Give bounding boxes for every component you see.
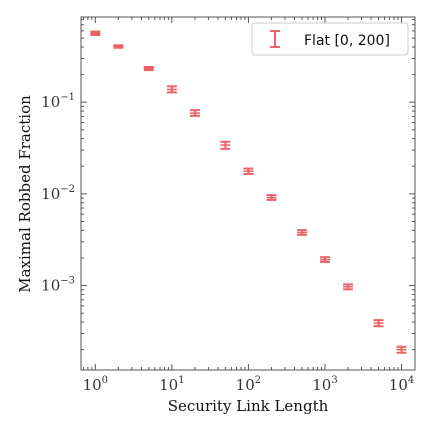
x-tick-label: 103 <box>312 375 337 394</box>
errorbar-point <box>266 194 277 201</box>
x-axis-label: Security Link Length <box>168 397 329 415</box>
errorbar-point <box>343 283 354 291</box>
legend: Flat [0, 200] <box>251 22 409 56</box>
x-tick-label: 104 <box>389 375 414 394</box>
errorbar-point <box>319 256 330 263</box>
x-tick-label: 102 <box>236 375 261 394</box>
legend-label: Flat [0, 200] <box>304 33 390 49</box>
errorbar-point <box>189 109 200 117</box>
errorbar-point <box>296 229 307 236</box>
x-tick-label: 100 <box>83 375 108 394</box>
errorbar-point <box>243 167 254 175</box>
errorbar-point <box>90 30 101 36</box>
ticks: 100 101 102 103 104 10−3 10−2 10−1 <box>41 17 415 394</box>
errorbar-point <box>166 85 177 94</box>
x-tick-label: 101 <box>159 375 184 394</box>
errorbar-point <box>113 44 124 49</box>
y-tick-label: 10−3 <box>41 276 75 295</box>
errorbar-point <box>396 345 407 354</box>
errorbar-point <box>220 140 231 150</box>
y-axis-label: Maximal Robbed Fraction <box>16 95 34 293</box>
data-marks <box>90 30 407 354</box>
plot-area <box>80 16 416 371</box>
y-tick-label: 10−2 <box>41 184 75 203</box>
legend-box <box>251 22 409 56</box>
errorbar-point <box>143 66 154 72</box>
y-tick-label: 10−1 <box>41 92 75 111</box>
errorbar-point <box>373 319 384 328</box>
legend-marker <box>270 30 280 48</box>
